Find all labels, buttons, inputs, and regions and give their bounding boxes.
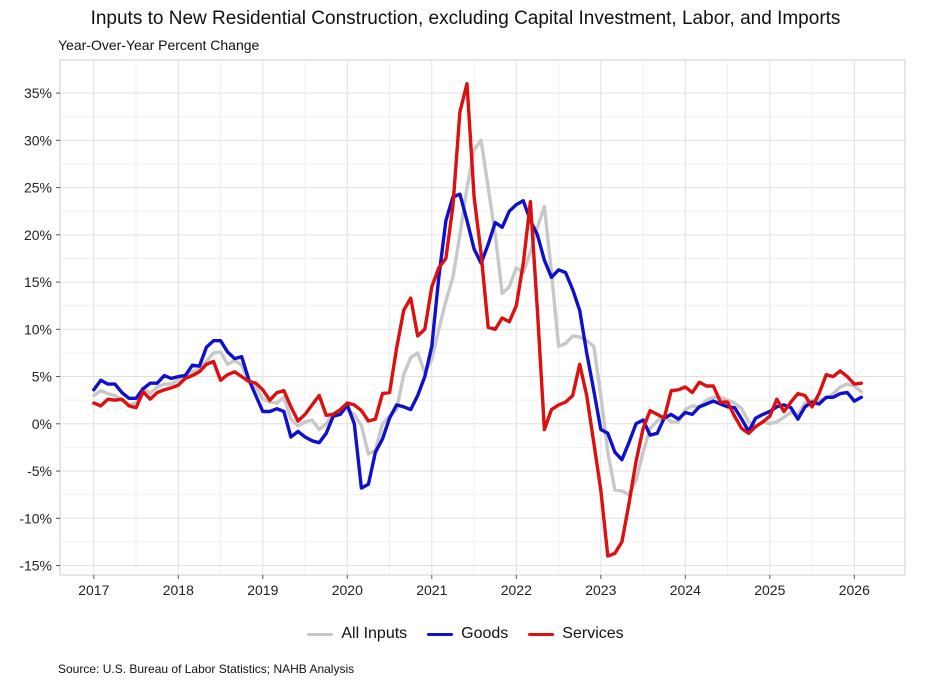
y-tick-label: 10% <box>24 321 52 337</box>
legend-swatch <box>307 632 334 636</box>
x-tick-label: 2023 <box>585 582 616 598</box>
legend: All Inputs Goods Services <box>0 625 931 643</box>
y-tick-label: -15% <box>19 558 52 574</box>
x-tick-label: 2026 <box>839 582 870 598</box>
chart-title: Inputs to New Residential Construction, … <box>90 8 841 29</box>
plot-frame <box>59 59 906 576</box>
y-tick-label: 5% <box>32 369 52 385</box>
y-tick-label: 15% <box>24 274 52 290</box>
x-tick-label: 2022 <box>501 582 532 598</box>
y-tick-label: 30% <box>24 132 52 148</box>
series-line-all-inputs <box>92 138 863 497</box>
legend-label: Goods <box>461 625 509 642</box>
legend-item: All Inputs <box>307 625 407 643</box>
x-tick-label: 2021 <box>416 582 447 598</box>
source-note: Source: U.S. Bureau of Labor Statistics;… <box>58 662 355 676</box>
x-axis: 2017 2018 2019 2020 2021 2022 2023 2024 2025 2026 <box>78 575 870 598</box>
y-tick-label: 20% <box>24 227 52 243</box>
x-tick-label: 2018 <box>163 582 194 598</box>
series-line-goods <box>92 192 863 490</box>
y-tick-label: 35% <box>24 85 52 101</box>
legend-item: Goods <box>427 625 508 643</box>
y-tick-label: 25% <box>24 180 52 196</box>
x-tick-label: 2025 <box>754 582 785 598</box>
x-tick-label: 2019 <box>247 582 278 598</box>
y-tick-label: -5% <box>27 463 52 479</box>
chart-subtitle: Year-Over-Year Percent Change <box>58 37 260 53</box>
x-tick-label: 2024 <box>670 582 701 598</box>
y-tick-label: -10% <box>19 510 52 526</box>
legend-swatch <box>528 632 555 636</box>
y-tick-label: 0% <box>32 416 52 432</box>
x-tick-label: 2020 <box>332 582 363 598</box>
legend-label: Services <box>562 625 624 642</box>
legend-swatch <box>427 632 454 636</box>
y-axis: -15% -10% -5% 0% 5% 10% 15% 20% 25% 30% 35% <box>19 85 60 574</box>
series-lines <box>92 81 863 558</box>
x-tick-label: 2017 <box>78 582 109 598</box>
plot-area <box>59 59 906 576</box>
series-line-services <box>92 81 863 558</box>
legend-label: All Inputs <box>341 625 408 642</box>
legend-item: Services <box>528 625 624 643</box>
